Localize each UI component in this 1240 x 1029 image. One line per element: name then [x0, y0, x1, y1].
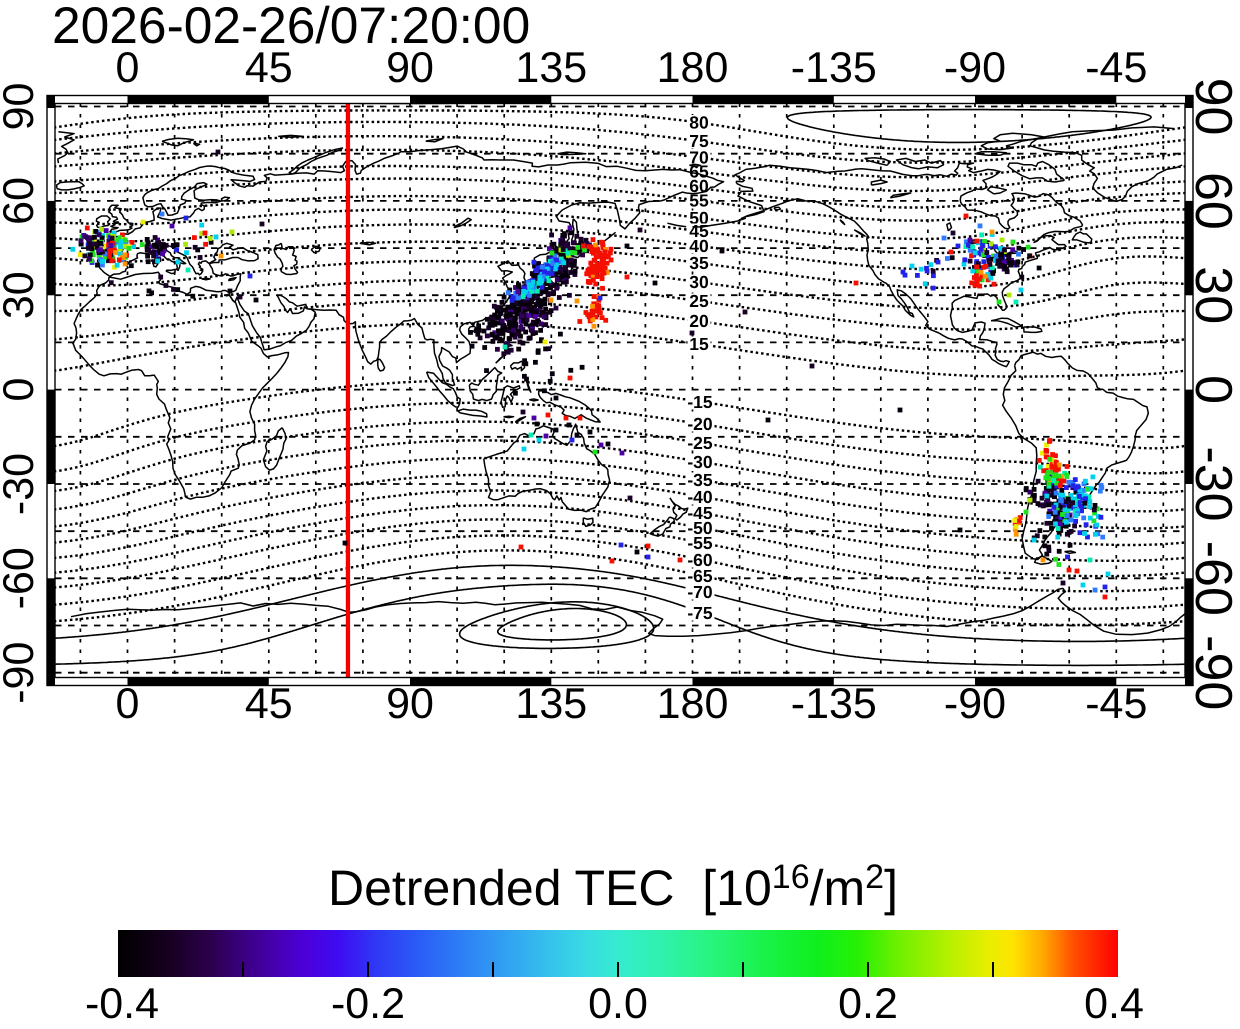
svg-text:40: 40 [689, 236, 709, 256]
svg-text:30: 30 [0, 271, 43, 319]
svg-text:30: 30 [689, 272, 709, 292]
svg-text:-60: -60 [687, 550, 713, 570]
svg-text:0: 0 [1184, 375, 1240, 404]
svg-text:2026-02-26/07:20:00: 2026-02-26/07:20:00 [52, 0, 530, 54]
svg-text:-45: -45 [1085, 44, 1147, 92]
svg-text:-30: -30 [687, 452, 713, 472]
svg-text:35: 35 [689, 253, 709, 273]
svg-text:50: 50 [689, 208, 709, 228]
svg-text:180: 180 [657, 44, 729, 92]
svg-text:-30: -30 [0, 453, 43, 515]
svg-text:-60: -60 [1184, 541, 1240, 616]
svg-text:-90: -90 [944, 44, 1006, 92]
svg-text:-135: -135 [791, 680, 877, 728]
svg-text:-25: -25 [687, 433, 713, 453]
svg-text:-15: -15 [687, 392, 713, 412]
svg-text:0: 0 [116, 680, 140, 728]
svg-text:-90: -90 [0, 642, 43, 704]
svg-text:-35: -35 [687, 470, 713, 490]
svg-text:0.2: 0.2 [838, 980, 898, 1024]
svg-text:0.0: 0.0 [588, 980, 648, 1024]
svg-text:0: 0 [116, 44, 140, 92]
svg-text:-75: -75 [687, 603, 713, 623]
svg-text:0.4: 0.4 [1084, 980, 1144, 1024]
svg-text:20: 20 [689, 311, 709, 331]
svg-text:90: 90 [1184, 78, 1240, 136]
svg-text:-40: -40 [687, 487, 713, 507]
svg-text:90: 90 [386, 680, 434, 728]
svg-text:-65: -65 [687, 566, 713, 586]
svg-text:75: 75 [689, 131, 709, 151]
svg-text:55: 55 [689, 191, 709, 211]
svg-text:45: 45 [245, 680, 293, 728]
svg-text:-0.2: -0.2 [331, 980, 405, 1024]
svg-text:-70: -70 [687, 582, 713, 602]
svg-text:-0.4: -0.4 [85, 980, 159, 1024]
svg-text:90: 90 [0, 83, 43, 131]
svg-text:-45: -45 [687, 503, 713, 523]
svg-text:25: 25 [689, 291, 709, 311]
svg-text:Detrended TEC [1016/m2]: Detrended TEC [1016/m2] [328, 858, 898, 916]
svg-text:15: 15 [689, 334, 709, 354]
svg-text:-135: -135 [791, 44, 877, 92]
svg-text:-50: -50 [687, 518, 713, 538]
svg-text:30: 30 [1184, 266, 1240, 324]
svg-text:-45: -45 [1085, 680, 1147, 728]
svg-text:80: 80 [689, 113, 709, 133]
svg-text:70: 70 [689, 148, 709, 168]
svg-text:60: 60 [1184, 172, 1240, 230]
svg-text:-30: -30 [1184, 446, 1240, 521]
svg-text:45: 45 [245, 44, 293, 92]
svg-text:180: 180 [657, 680, 729, 728]
svg-text:-20: -20 [687, 414, 713, 434]
svg-text:-60: -60 [0, 547, 43, 609]
svg-text:135: 135 [515, 680, 587, 728]
svg-text:60: 60 [0, 177, 43, 225]
svg-text:90: 90 [386, 44, 434, 92]
svg-text:0: 0 [0, 378, 43, 402]
svg-text:-90: -90 [944, 680, 1006, 728]
svg-text:-90: -90 [1184, 635, 1240, 710]
svg-text:135: 135 [515, 44, 587, 92]
svg-text:-55: -55 [687, 533, 713, 553]
